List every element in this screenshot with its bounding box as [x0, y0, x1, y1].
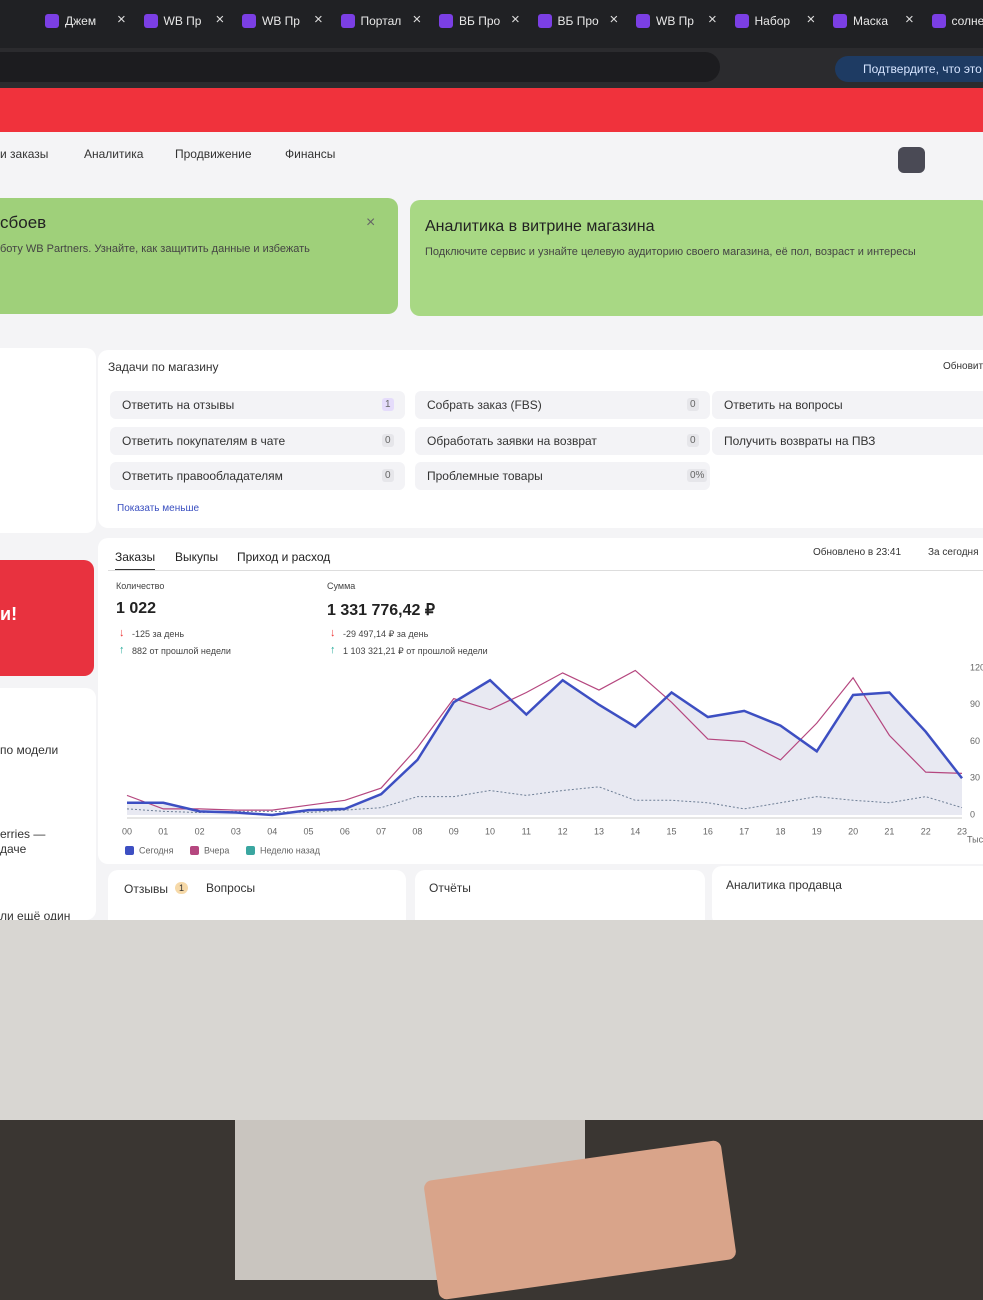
x-tick-label: 04 [267, 826, 277, 836]
x-tick-label: 08 [412, 826, 422, 836]
x-tick-label: 21 [884, 826, 894, 836]
bottom-panel [712, 866, 983, 926]
x-tick-label: 00 [122, 826, 132, 836]
x-tick-label: 09 [449, 826, 459, 836]
legend-swatch [246, 846, 255, 855]
y-tick-label: 60 [970, 736, 980, 746]
legend-swatch [190, 846, 199, 855]
legend-swatch [125, 846, 134, 855]
x-tick-label: 03 [231, 826, 241, 836]
y-tick-label: 120 [970, 662, 983, 672]
x-tick-label: 11 [522, 826, 531, 836]
x-tick-label: 15 [667, 826, 677, 836]
x-tick-label: 12 [558, 826, 568, 836]
x-tick-label: 22 [921, 826, 931, 836]
questions-tab[interactable]: Вопросы [206, 881, 255, 895]
x-tick-label: 07 [376, 826, 386, 836]
x-tick-label: 02 [195, 826, 205, 836]
x-tick-label: 14 [630, 826, 640, 836]
y-tick-label: 90 [970, 699, 980, 709]
x-tick-label: 20 [848, 826, 858, 836]
y-unit: Тыс. [967, 834, 983, 844]
x-tick-label: 06 [340, 826, 350, 836]
bezel [0, 920, 983, 1120]
x-tick-label: 23 [957, 826, 967, 836]
seller-analytics: Аналитика продавца [726, 878, 842, 892]
x-tick-label: 19 [812, 826, 822, 836]
x-tick-label: 05 [304, 826, 314, 836]
area [127, 680, 962, 815]
chart: 0 30 60 90 120 Тыс. 00 01 02 03 04 05 06 07 08 09 10 11 12… [0, 0, 983, 870]
x-tick-label: 01 [158, 826, 168, 836]
x-tick-label: 18 [775, 826, 785, 836]
legend-label: Сегодня [139, 845, 174, 855]
reviews-tab[interactable]: Отзывы [124, 882, 168, 896]
x-tick-label: 16 [703, 826, 713, 836]
x-tick-label: 13 [594, 826, 604, 836]
legend-label: Неделю назад [260, 845, 321, 855]
reviews-count: 1 [175, 882, 188, 894]
reports: Отчёты [429, 881, 471, 895]
x-tick-label: 17 [739, 826, 749, 836]
x-tick-label: 10 [485, 826, 495, 836]
legend-label: Вчера [204, 845, 229, 855]
y-tick-label: 30 [970, 773, 980, 783]
y-tick-label: 0 [970, 809, 975, 819]
